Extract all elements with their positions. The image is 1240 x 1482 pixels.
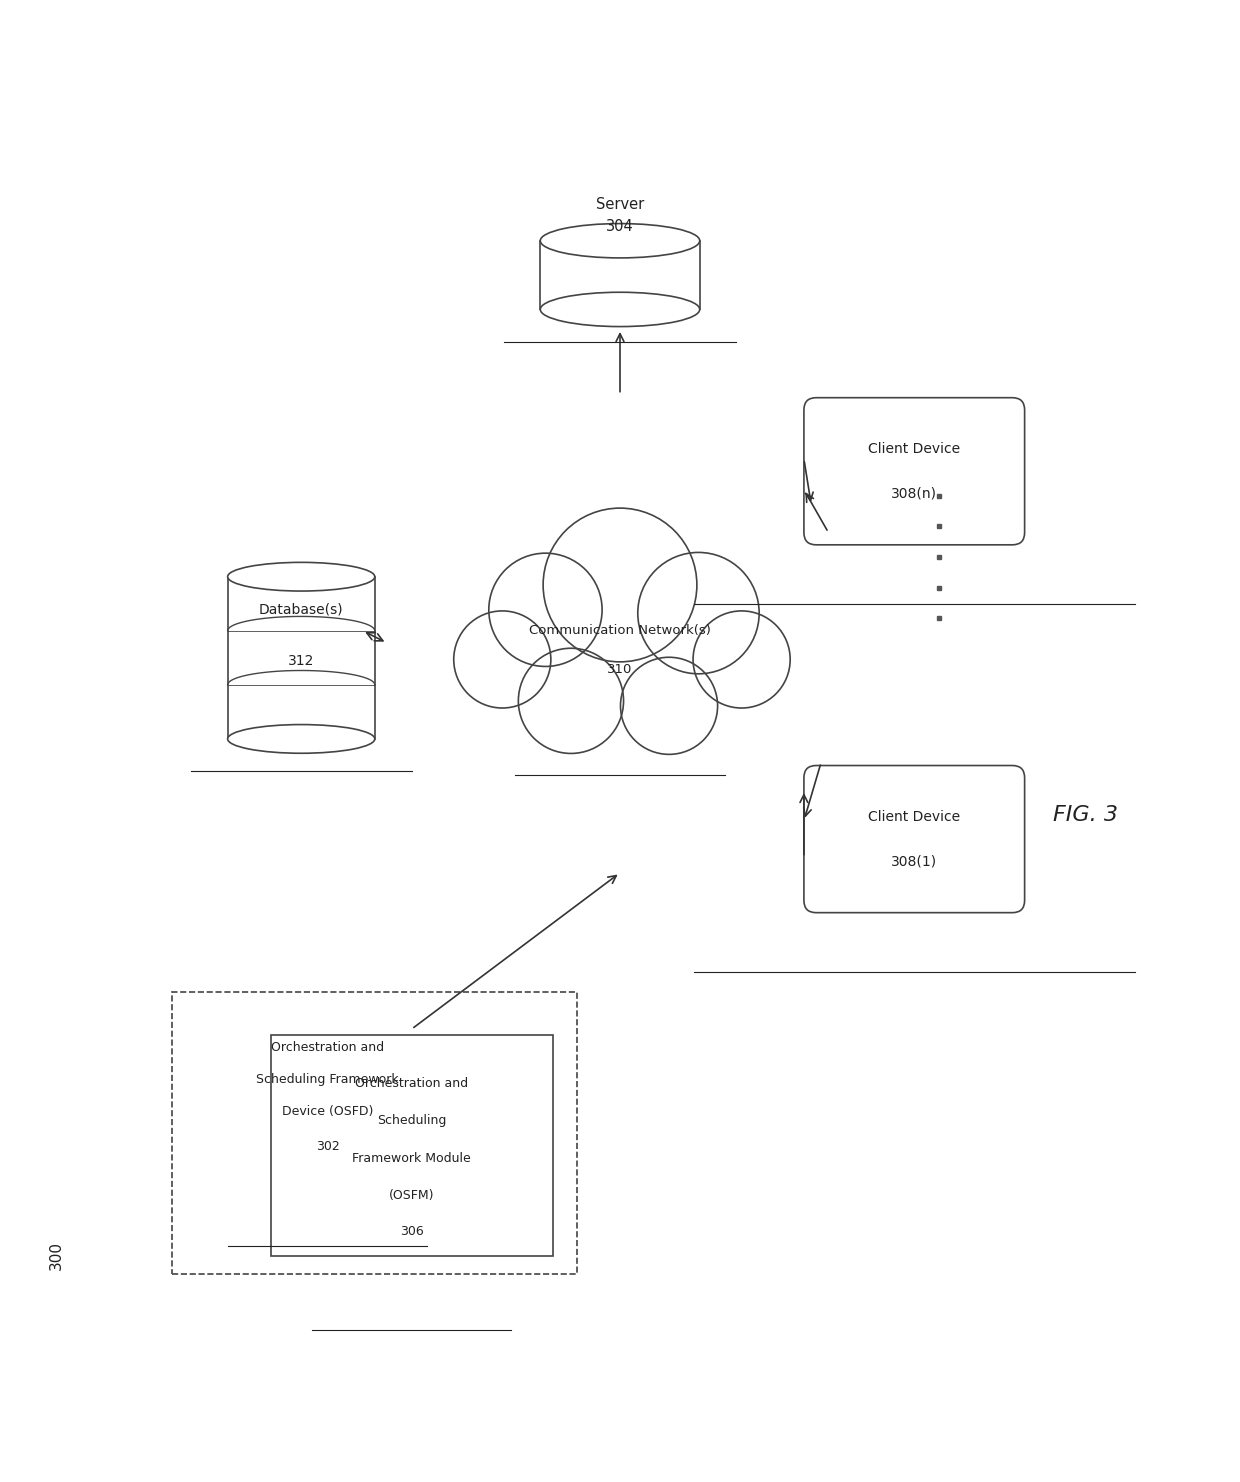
Text: 312: 312 — [288, 654, 315, 667]
Text: Client Device: Client Device — [868, 442, 960, 456]
FancyBboxPatch shape — [804, 766, 1024, 913]
Text: 300: 300 — [48, 1242, 63, 1270]
Text: Device (OSFD): Device (OSFD) — [281, 1106, 373, 1119]
Ellipse shape — [541, 224, 699, 258]
Circle shape — [620, 657, 718, 754]
Text: Server: Server — [596, 197, 644, 212]
Text: 304: 304 — [606, 218, 634, 234]
Text: Scheduling: Scheduling — [377, 1114, 446, 1128]
Text: 310: 310 — [608, 664, 632, 676]
Circle shape — [454, 611, 551, 708]
FancyBboxPatch shape — [804, 397, 1024, 545]
Text: FIG. 3: FIG. 3 — [1054, 805, 1118, 824]
Ellipse shape — [541, 292, 699, 326]
Polygon shape — [228, 576, 374, 740]
Circle shape — [489, 553, 603, 667]
Circle shape — [518, 648, 624, 753]
Text: Orchestration and: Orchestration and — [355, 1076, 469, 1089]
Ellipse shape — [228, 562, 374, 591]
Text: Orchestration and: Orchestration and — [272, 1040, 384, 1054]
FancyBboxPatch shape — [270, 1036, 553, 1255]
Text: Database(s): Database(s) — [259, 603, 343, 617]
Text: (OSFM): (OSFM) — [389, 1189, 434, 1202]
Circle shape — [693, 611, 790, 708]
Text: 308(n): 308(n) — [892, 486, 937, 501]
Text: 308(1): 308(1) — [892, 854, 937, 868]
Circle shape — [543, 508, 697, 662]
Ellipse shape — [228, 725, 374, 753]
Text: 306: 306 — [399, 1224, 423, 1237]
Text: Communication Network(s): Communication Network(s) — [529, 624, 711, 637]
Text: Client Device: Client Device — [868, 811, 960, 824]
Polygon shape — [541, 240, 699, 310]
Text: Scheduling Framework: Scheduling Framework — [257, 1073, 399, 1086]
Circle shape — [637, 553, 759, 674]
Text: 302: 302 — [316, 1140, 340, 1153]
Text: Framework Module: Framework Module — [352, 1152, 471, 1165]
